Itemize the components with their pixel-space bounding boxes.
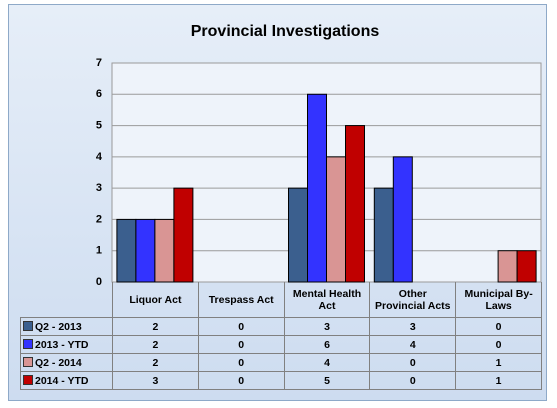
table-value: 0 (455, 335, 542, 354)
bar (497, 250, 518, 283)
table-value: 3 (112, 371, 199, 390)
chart-title: Provincial Investigations (191, 23, 380, 40)
table-value: 2 (112, 353, 199, 372)
legend-swatch (23, 338, 33, 349)
category-label: Liquor Act (112, 282, 199, 318)
legend-entry: 2014 - YTD (20, 371, 113, 390)
table-value: 0 (369, 371, 457, 390)
y-tick-label: 7 (96, 57, 102, 69)
table-value: 1 (455, 371, 542, 390)
category-label: Mental Health Act (283, 282, 371, 318)
bar (373, 187, 394, 283)
bar (135, 218, 156, 283)
legend-entry: Q2 - 2013 (20, 317, 113, 336)
table-value: 0 (197, 353, 285, 372)
legend-label: Q2 - 2014 (35, 356, 82, 369)
table-value: 0 (197, 335, 285, 354)
bar (307, 93, 327, 283)
legend-label: 2014 - YTD (35, 374, 89, 387)
table-value: 0 (197, 317, 285, 336)
table-value: 2 (112, 317, 199, 336)
legend-entry: Q2 - 2014 (20, 353, 113, 372)
bar (154, 218, 175, 283)
bar (173, 187, 194, 283)
table-value: 1 (455, 353, 542, 372)
bar (326, 156, 346, 283)
table-value: 0 (197, 371, 285, 390)
bar (116, 218, 137, 283)
data-table: Liquor Act Trespass Act Mental Health Act O… (20, 282, 542, 390)
legend-swatch (23, 320, 33, 331)
table-value: 4 (283, 353, 371, 372)
y-tick-label: 5 (96, 119, 102, 131)
bar (516, 250, 537, 283)
table-value: 0 (369, 353, 457, 372)
table-value: 3 (283, 317, 371, 336)
category-label: Other Provincial Acts (369, 282, 457, 318)
series-row: 2014 - YTD 3 0 5 0 1 (20, 371, 542, 390)
y-tick-label: 1 (96, 245, 102, 257)
y-tick-label: 0 (96, 276, 102, 288)
table-value: 6 (283, 335, 371, 354)
legend-swatch (23, 374, 33, 385)
y-tick-label: 4 (96, 151, 103, 163)
table-value: 0 (455, 317, 542, 336)
y-tick-label: 6 (96, 88, 102, 100)
header-row: Liquor Act Trespass Act Mental Health Act O… (21, 282, 542, 318)
legend-label: 2013 - YTD (35, 338, 89, 351)
legend-entry: 2013 - YTD (20, 335, 113, 354)
y-tick-label: 2 (96, 213, 102, 225)
bar (288, 187, 308, 283)
series-row: Q2 - 2014 2 0 4 0 1 (20, 353, 542, 372)
series-row: 2013 - YTD 2 0 6 4 0 (20, 335, 542, 354)
series-row: Q2 - 2013 2 0 3 3 0 (20, 317, 542, 336)
bar (345, 125, 365, 283)
table-value: 3 (369, 317, 457, 336)
category-label: Trespass Act (197, 282, 285, 318)
table-value: 4 (369, 335, 457, 354)
legend-label: Q2 - 2013 (35, 320, 82, 333)
corner-cell (21, 282, 113, 318)
y-tick-label: 3 (96, 182, 102, 194)
table-value: 2 (112, 335, 199, 354)
category-label: Municipal By-Laws (455, 282, 542, 318)
legend-swatch (23, 356, 33, 367)
bar (392, 156, 413, 283)
table-value: 5 (283, 371, 371, 390)
